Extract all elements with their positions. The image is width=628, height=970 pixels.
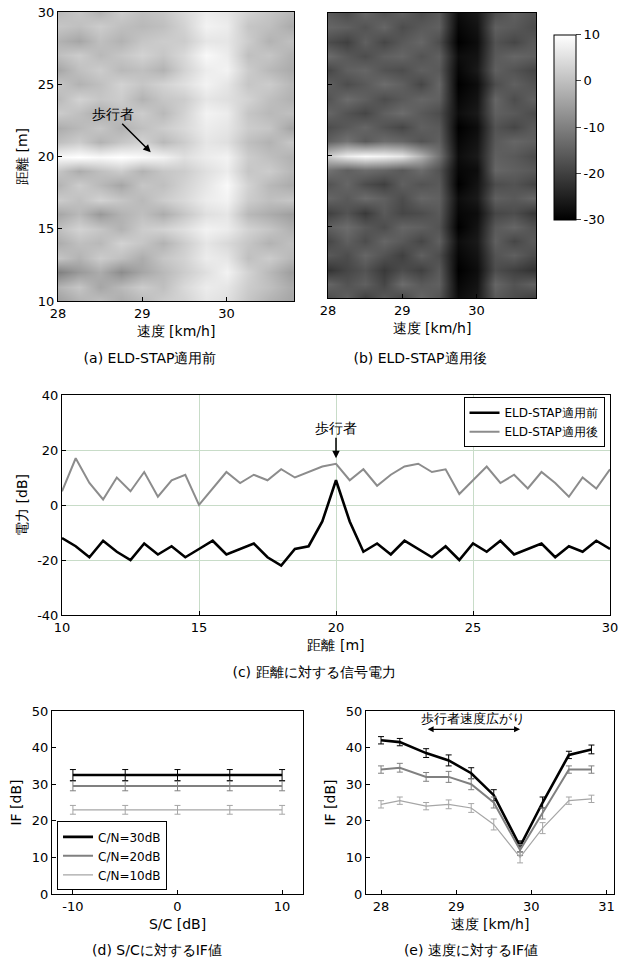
svg-text:50: 50 — [32, 704, 49, 719]
svg-text:30: 30 — [602, 620, 619, 635]
svg-text:S/C [dB]: S/C [dB] — [149, 916, 206, 932]
svg-text:25: 25 — [465, 620, 482, 635]
svg-text:29: 29 — [448, 899, 465, 914]
svg-text:速度 [km/h]: 速度 [km/h] — [451, 916, 530, 932]
svg-text:40: 40 — [42, 388, 59, 403]
svg-text:20: 20 — [38, 149, 55, 164]
svg-text:-40: -40 — [37, 608, 58, 623]
svg-text:10: 10 — [346, 850, 363, 865]
html-text:(d) S/Cに対するIF値: (d) S/Cに対するIF値 — [92, 942, 222, 958]
svg-text:速度 [km/h]: 速度 [km/h] — [393, 320, 472, 336]
svg-text:C/N=30dB: C/N=30dB — [98, 831, 161, 845]
svg-text:28: 28 — [373, 899, 390, 914]
svg-text:距離 [m]: 距離 [m] — [307, 637, 364, 653]
svg-text:-20: -20 — [584, 166, 605, 181]
svg-text:20: 20 — [32, 813, 49, 828]
svg-text:C/N=10dB: C/N=10dB — [98, 869, 161, 883]
svg-text:10: 10 — [54, 620, 71, 635]
svg-text:距離 [m]: 距離 [m] — [14, 128, 30, 185]
html-text:(b) ELD-STAP適用後: (b) ELD-STAP適用後 — [353, 350, 487, 366]
svg-text:10: 10 — [274, 899, 291, 914]
svg-text:IF [dB]: IF [dB] — [322, 779, 338, 825]
svg-text:10: 10 — [38, 294, 55, 309]
svg-text:30: 30 — [346, 777, 363, 792]
svg-text:30: 30 — [38, 5, 55, 20]
svg-text:15: 15 — [191, 620, 208, 635]
svg-text:-20: -20 — [37, 553, 58, 568]
svg-text:20: 20 — [42, 443, 59, 458]
svg-text:-30: -30 — [584, 212, 605, 227]
svg-text:28: 28 — [320, 303, 337, 318]
svg-text:30: 30 — [32, 777, 49, 792]
svg-text:29: 29 — [394, 303, 411, 318]
svg-text:30: 30 — [218, 306, 235, 321]
svg-text:歩行者速度広がり: 歩行者速度広がり — [421, 711, 525, 726]
svg-text:50: 50 — [346, 704, 363, 719]
svg-text:-10: -10 — [584, 120, 605, 135]
svg-text:ELD-STAP適用後: ELD-STAP適用後 — [505, 425, 598, 439]
svg-text:31: 31 — [598, 899, 615, 914]
svg-text:20: 20 — [328, 620, 345, 635]
svg-text:速度 [km/h]: 速度 [km/h] — [137, 323, 216, 339]
svg-text:10: 10 — [32, 850, 49, 865]
svg-text:C/N=20dB: C/N=20dB — [98, 850, 161, 864]
svg-text:28: 28 — [50, 306, 67, 321]
svg-text:15: 15 — [38, 221, 55, 236]
html-text:(a) ELD-STAP適用前: (a) ELD-STAP適用前 — [83, 350, 217, 366]
svg-text:-10: -10 — [62, 899, 83, 914]
svg-text:20: 20 — [346, 813, 363, 828]
svg-text:30: 30 — [523, 899, 540, 914]
svg-text:25: 25 — [38, 77, 55, 92]
svg-text:0: 0 — [40, 887, 48, 902]
svg-text:0: 0 — [354, 887, 362, 902]
svg-text:電力 [dB]: 電力 [dB] — [14, 474, 30, 536]
svg-text:29: 29 — [134, 306, 151, 321]
svg-text:ELD-STAP適用前: ELD-STAP適用前 — [505, 406, 598, 420]
svg-text:10: 10 — [584, 27, 601, 42]
svg-text:歩行者: 歩行者 — [315, 420, 357, 436]
svg-text:0: 0 — [50, 498, 58, 513]
svg-text:0: 0 — [173, 899, 181, 914]
svg-text:歩行者: 歩行者 — [92, 106, 134, 122]
svg-text:40: 40 — [346, 740, 363, 755]
svg-text:IF [dB]: IF [dB] — [8, 779, 24, 825]
svg-text:40: 40 — [32, 740, 49, 755]
svg-text:30: 30 — [468, 303, 485, 318]
html-text:(e) 速度に対するIF値: (e) 速度に対するIF値 — [403, 942, 539, 958]
html-text:(c) 距離に対する信号電力: (c) 距離に対する信号電力 — [232, 664, 396, 680]
svg-text:0: 0 — [584, 73, 592, 88]
